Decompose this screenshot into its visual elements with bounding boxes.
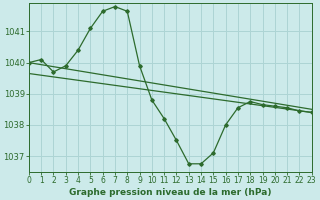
- X-axis label: Graphe pression niveau de la mer (hPa): Graphe pression niveau de la mer (hPa): [69, 188, 272, 197]
